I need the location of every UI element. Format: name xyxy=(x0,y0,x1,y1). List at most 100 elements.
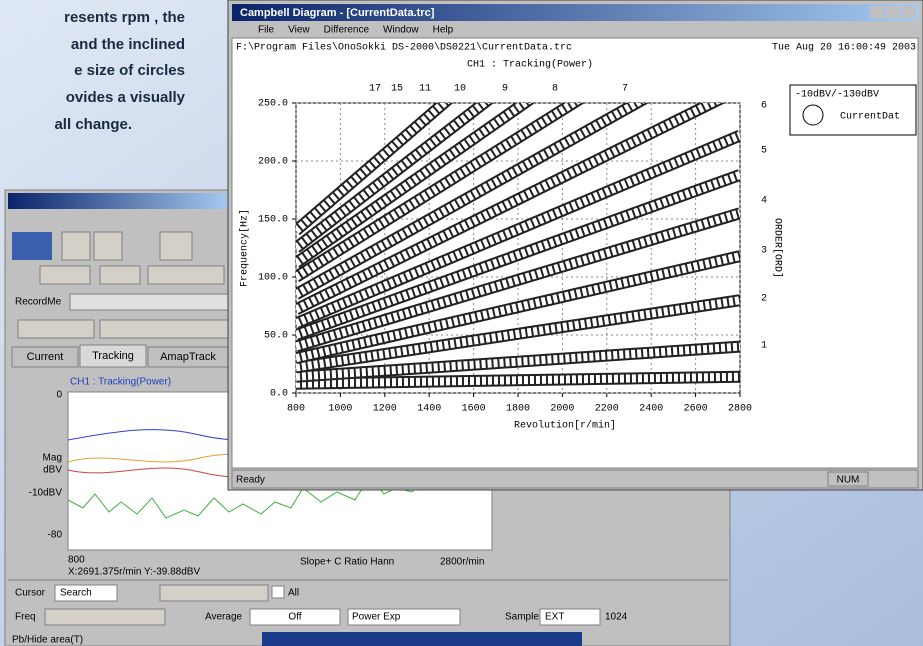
control-label: Average xyxy=(205,612,243,623)
order-band-circles xyxy=(296,209,740,351)
x-tick-label: 2000 xyxy=(550,404,574,415)
tab-label: Tracking xyxy=(92,350,134,362)
dropdown[interactable] xyxy=(539,608,601,626)
menu-item[interactable]: Window xyxy=(383,25,419,36)
input[interactable] xyxy=(159,584,269,602)
date: Tue Aug 20 16:00:49 2003 xyxy=(772,43,916,54)
x-tick-label: 1200 xyxy=(373,404,397,415)
dropdown[interactable] xyxy=(39,265,91,285)
y-tick-label: 100.0 xyxy=(258,273,288,284)
y-tick-label: 150.0 xyxy=(258,215,288,226)
order-band-circles xyxy=(296,103,451,234)
record-label: RecordMe xyxy=(15,297,62,308)
graph-label: -80 xyxy=(48,530,63,541)
dropdown[interactable] xyxy=(99,265,141,285)
control-value: Search xyxy=(60,588,92,599)
minimize-button[interactable] xyxy=(870,6,884,18)
graph-title: CH1 : Tracking(Power) xyxy=(70,377,171,388)
y-tick-label: 250.0 xyxy=(258,99,288,110)
order-label: 3 xyxy=(761,246,767,257)
intro-line: resents rpm , the xyxy=(64,9,185,26)
close-button[interactable] xyxy=(902,6,916,18)
menu-item[interactable]: View xyxy=(288,25,310,36)
toolbar-button[interactable] xyxy=(61,231,91,261)
control-value: EXT xyxy=(545,612,564,623)
order-label: 11 xyxy=(419,84,431,95)
x-tick-label: 2600 xyxy=(684,404,708,415)
plot: 800 1000 1200 1400 1600 1800 2000 2200 2400 2600 2… xyxy=(258,84,767,415)
order-label: 4 xyxy=(761,196,767,207)
order-label: 1 xyxy=(761,341,767,352)
graph-footer: Slope+ C Ratio Hann xyxy=(300,557,394,568)
y-tick-label: 0.0 xyxy=(270,389,288,400)
y2-axis-label: ORDER[ORD] xyxy=(771,218,783,278)
logo xyxy=(12,232,52,260)
control-label: Sample xyxy=(505,612,539,623)
control-label: Freq xyxy=(15,612,36,623)
title-bar xyxy=(8,193,230,209)
order-band-circles xyxy=(296,103,721,314)
menu-item[interactable]: Difference xyxy=(324,25,370,36)
tab[interactable] xyxy=(79,344,147,368)
x-axis-label: Revolution[r/min] xyxy=(514,420,616,432)
file-path: F:\Program Files\OnoSokki DS-2000\DS0221… xyxy=(236,42,572,54)
x-tick-label: 2800 xyxy=(728,404,752,415)
dropdown[interactable] xyxy=(17,319,95,339)
intro-line: e size of circles xyxy=(74,62,185,79)
tab-label: Current xyxy=(27,351,64,363)
order-label: 9 xyxy=(502,84,508,95)
x-tick-label: 1000 xyxy=(328,404,352,415)
y-tick-label: 50.0 xyxy=(264,331,288,342)
front-window: Campbell Diagram - [CurrentData.trc] Fil… xyxy=(227,0,923,491)
dropdown[interactable] xyxy=(99,319,229,339)
input[interactable] xyxy=(69,293,229,311)
checkbox[interactable] xyxy=(271,585,285,599)
tab-label: AmapTrack xyxy=(160,351,216,363)
order-band-circles xyxy=(296,103,582,281)
order-band-circles xyxy=(296,103,645,298)
status-panel xyxy=(827,471,869,487)
order-label: 8 xyxy=(552,84,558,95)
graph-label: dBV xyxy=(43,465,62,476)
x-tick-label: 1400 xyxy=(417,404,441,415)
intro-line: ovides a visually xyxy=(66,89,186,106)
input[interactable] xyxy=(249,608,341,626)
dropdown[interactable] xyxy=(54,584,118,602)
dropdown[interactable] xyxy=(347,608,461,626)
order-band-circles xyxy=(296,131,740,328)
menu-item[interactable]: File xyxy=(258,25,275,36)
dropdown[interactable] xyxy=(147,265,225,285)
x-tick-label: 1800 xyxy=(506,404,530,415)
graph-label: -10dBV xyxy=(29,488,63,499)
order-band-circles xyxy=(296,171,740,339)
graph-label: 800 xyxy=(68,555,85,566)
tab[interactable] xyxy=(11,346,79,368)
x-tick-label: 2400 xyxy=(639,404,663,415)
order-label: 6 xyxy=(761,101,767,112)
graph-label: 0 xyxy=(56,390,62,401)
maximize-button[interactable] xyxy=(886,6,900,18)
status-text: Pb/Hide area(T) xyxy=(12,635,83,646)
intro-line: and the inclined xyxy=(71,36,185,53)
chart-title: CH1 : Tracking(Power) xyxy=(467,59,593,71)
toolbar-button[interactable] xyxy=(159,231,193,261)
y-axis-label: Frequency[Hz] xyxy=(239,209,251,287)
x-tick-label: 800 xyxy=(287,404,305,415)
dropdown[interactable] xyxy=(44,608,166,626)
status-text: Ready xyxy=(236,475,265,486)
order-label: 7 xyxy=(622,84,628,95)
order-label: 17 xyxy=(369,84,381,95)
legend-range: -10dBV/-130dBV xyxy=(795,89,879,101)
toolbar-button[interactable] xyxy=(93,231,123,261)
graph-label: 2800r/min xyxy=(440,557,484,568)
menu-item[interactable]: Help xyxy=(433,25,454,36)
control-value: Power Exp xyxy=(352,612,401,623)
title-bar xyxy=(232,4,919,21)
cursor-readout: X:2691.375r/min Y:-39.88dBV xyxy=(68,567,200,578)
status-bar xyxy=(231,469,919,489)
order-label: 2 xyxy=(761,294,767,305)
order-label: 15 xyxy=(391,84,403,95)
order-label: 10 xyxy=(454,84,466,95)
y-tick-label: 200.0 xyxy=(258,157,288,168)
graph-label: Mag xyxy=(43,453,62,464)
